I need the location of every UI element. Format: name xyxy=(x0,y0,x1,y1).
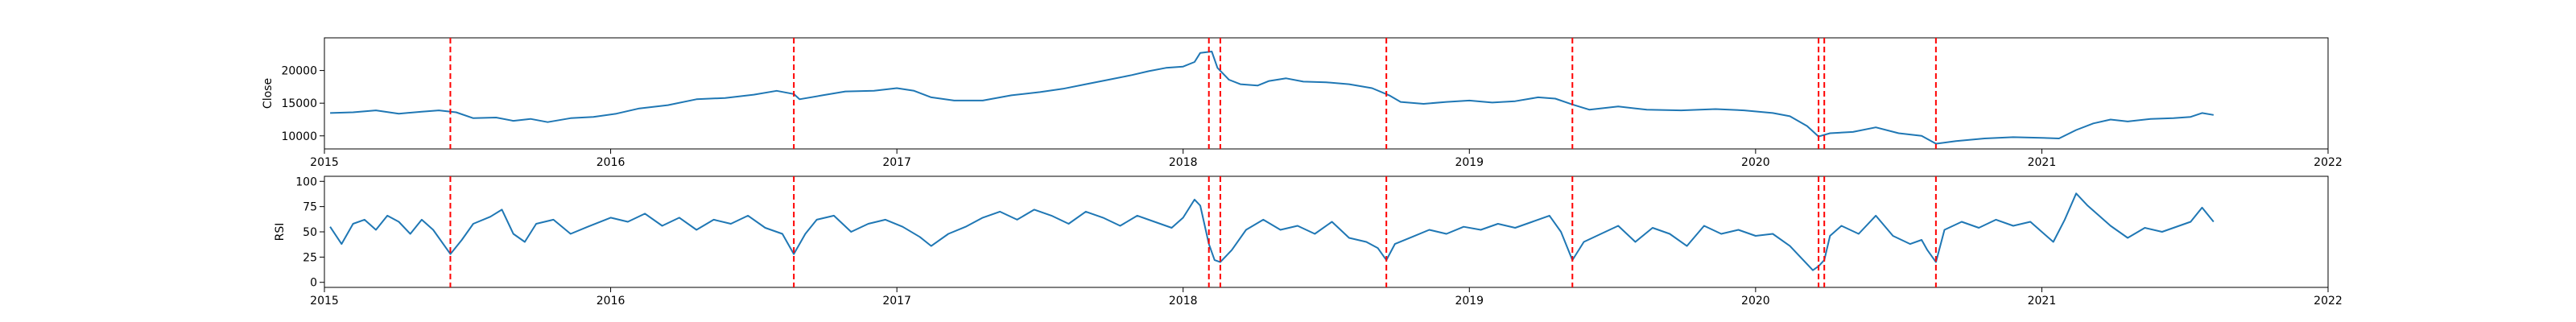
x-tick-label: 2018 xyxy=(1169,156,1198,169)
x-tick-label: 2018 xyxy=(1169,295,1198,308)
y-tick-label: 75 xyxy=(303,201,317,214)
x-tick-label: 2017 xyxy=(882,156,911,169)
y-tick-label: 15000 xyxy=(281,97,317,110)
x-tick-label: 2022 xyxy=(2314,295,2343,308)
plot-area-frame xyxy=(324,175,2329,288)
y-axis-label: RSI xyxy=(274,223,287,242)
x-tick-label: 2015 xyxy=(310,156,339,169)
x-tick-label: 2019 xyxy=(1455,156,1484,169)
y-tick-label: 0 xyxy=(310,277,317,290)
series-line xyxy=(329,192,2215,271)
x-tick-label: 2020 xyxy=(1741,156,1770,169)
plot-area-frame xyxy=(324,37,2329,150)
x-tick-label: 2016 xyxy=(597,156,625,169)
close-price-panel: 2015 2016 2017 2018 2019 2020 2021 2022 10000 150… xyxy=(262,37,2343,169)
y-tick-label: 25 xyxy=(303,251,317,264)
series-line xyxy=(330,51,2214,145)
y-tick-label: 10000 xyxy=(281,130,317,143)
y-tick-label: 50 xyxy=(303,226,317,239)
x-tick-label: 2017 xyxy=(882,295,911,308)
y-tick-label: 100 xyxy=(295,175,317,188)
x-tick-label: 2019 xyxy=(1455,295,1484,308)
x-tick-label: 2022 xyxy=(2314,156,2343,169)
x-tick-label: 2020 xyxy=(1741,295,1770,308)
rsi-panel: 2015 2016 2017 2018 2019 2020 2021 2022 0 25 50 75 1… xyxy=(274,175,2343,308)
y-axis-label: Close xyxy=(262,78,275,109)
x-tick-label: 2021 xyxy=(2028,156,2057,169)
x-tick-label: 2016 xyxy=(597,295,625,308)
x-tick-label: 2015 xyxy=(310,295,339,308)
y-tick-label: 20000 xyxy=(281,65,317,78)
x-tick-label: 2021 xyxy=(2028,295,2057,308)
